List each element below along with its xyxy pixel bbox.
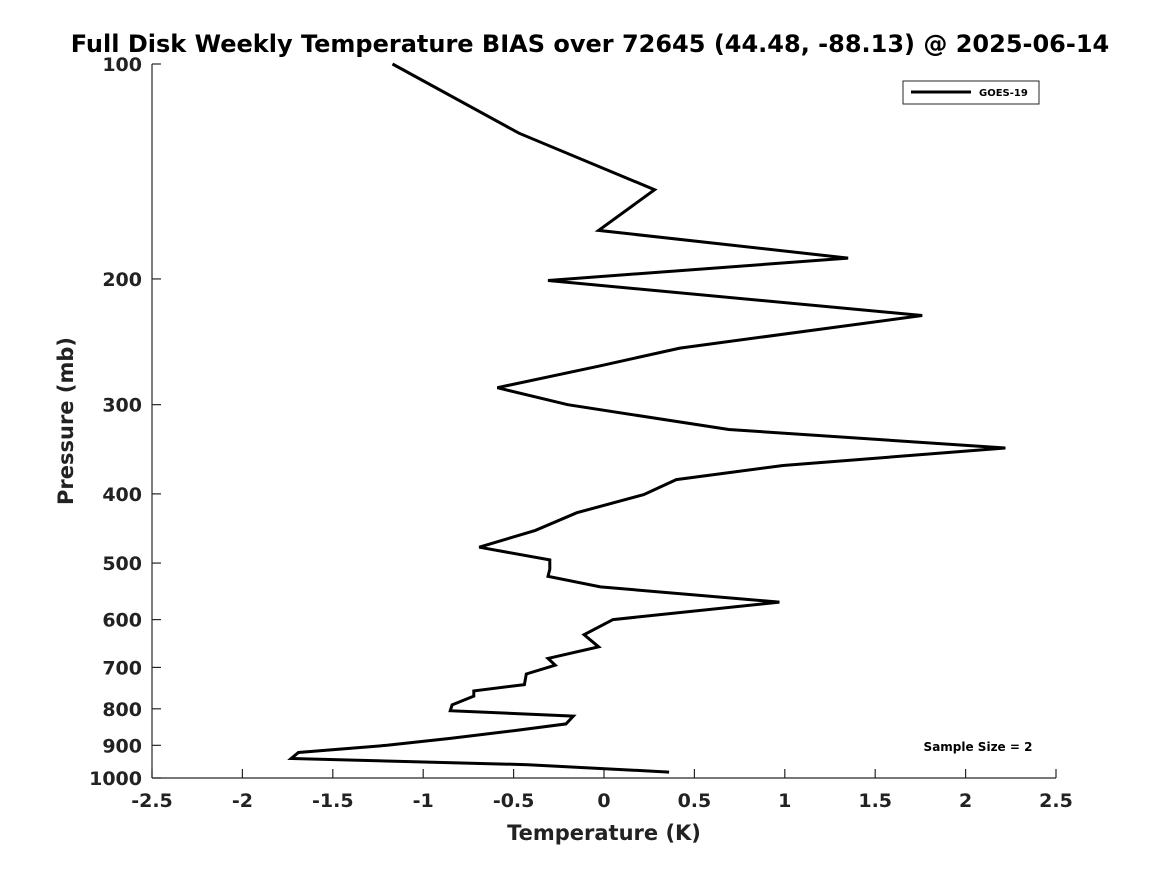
x-tick-label: -2.5	[131, 790, 173, 812]
series-line-goes19	[287, 62, 1006, 774]
x-tick-label: -2	[232, 790, 253, 812]
x-axis-ticks: -2.5 -2 -1.5 -1 -0.5 0 0.5 1 1.5 2 2.5	[131, 769, 1073, 812]
plot-area	[152, 64, 1056, 778]
x-tick-label: 1	[778, 790, 791, 812]
legend: GOES-19	[902, 80, 1040, 105]
x-tick-label: 0.5	[678, 790, 712, 812]
y-tick-label: 400	[102, 484, 142, 506]
y-tick-label: 300	[102, 395, 142, 417]
x-tick-label: -1	[413, 790, 434, 812]
chart-title: Full Disk Weekly Temperature BIAS over 7…	[71, 30, 1110, 58]
x-tick-label: 2	[959, 790, 972, 812]
y-tick-label: 100	[102, 54, 142, 76]
x-tick-label: 0	[597, 790, 610, 812]
y-tick-label: 500	[102, 553, 142, 575]
y-axis-ticks: 100 200 300 400 500 600 700 800 900 1000	[89, 54, 161, 790]
y-axis-label: Pressure (mb)	[54, 337, 78, 505]
x-tick-label: -0.5	[493, 790, 535, 812]
y-tick-label: 800	[102, 699, 142, 721]
y-tick-label: 900	[102, 735, 142, 757]
legend-label: GOES-19	[979, 88, 1028, 99]
x-tick-label: -1.5	[312, 790, 354, 812]
y-tick-label: 200	[102, 269, 142, 291]
sample-size-annotation: Sample Size = 2	[924, 740, 1033, 754]
y-tick-label: 700	[102, 657, 142, 679]
x-tick-label: 2.5	[1039, 790, 1073, 812]
x-axis-label: Temperature (K)	[507, 821, 701, 845]
y-tick-label: 600	[102, 610, 142, 632]
y-tick-label: 1000	[89, 768, 142, 790]
x-tick-label: 1.5	[858, 790, 892, 812]
